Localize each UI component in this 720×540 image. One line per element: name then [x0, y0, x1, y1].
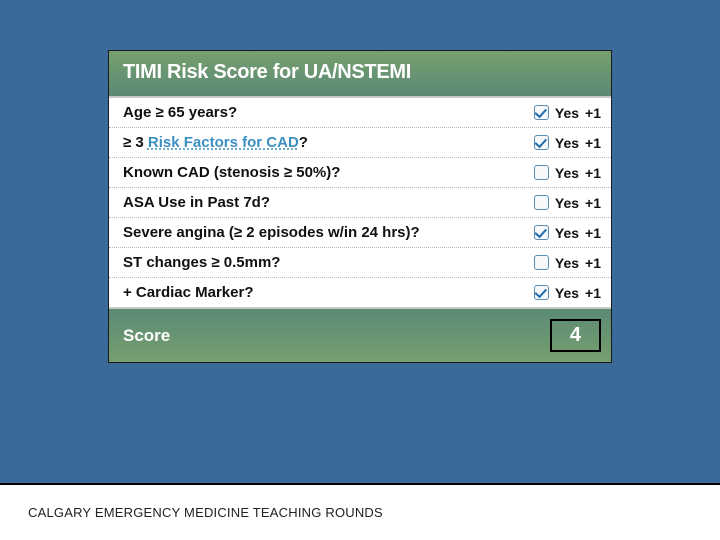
criteria-label-text: ST changes ≥ 0.5mm? — [123, 254, 280, 271]
score-label: Score — [123, 326, 170, 346]
criteria-row: ≥ 3 Risk Factors for CAD? Yes +1 — [109, 128, 611, 158]
criteria-row: Known CAD (stenosis ≥ 50%)? Yes +1 — [109, 158, 611, 188]
yes-label: Yes — [555, 225, 579, 241]
criteria-label: ST changes ≥ 0.5mm? — [123, 254, 280, 271]
criteria-row: + Cardiac Marker? Yes +1 — [109, 278, 611, 307]
criteria-link[interactable]: Risk Factors for CAD — [148, 134, 299, 151]
criteria-row: ASA Use in Past 7d? Yes +1 — [109, 188, 611, 218]
footer-text: CALGARY EMERGENCY MEDICINE TEACHING ROUN… — [28, 505, 383, 520]
points-label: +1 — [585, 255, 601, 271]
points-label: +1 — [585, 225, 601, 241]
criteria-checkbox[interactable] — [534, 105, 549, 120]
score-card: TIMI Risk Score for UA/NSTEMI Age ≥ 65 y… — [108, 50, 612, 363]
yes-label: Yes — [555, 285, 579, 301]
points-label: +1 — [585, 195, 601, 211]
criteria-row: Severe angina (≥ 2 episodes w/in 24 hrs)… — [109, 218, 611, 248]
yes-label: Yes — [555, 255, 579, 271]
criteria-checkbox[interactable] — [534, 225, 549, 240]
yes-label: Yes — [555, 165, 579, 181]
criteria-label: Age ≥ 65 years? — [123, 104, 237, 121]
criteria-label-text: + Cardiac Marker? — [123, 284, 253, 301]
points-label: +1 — [585, 105, 601, 121]
criteria-value: Yes +1 — [505, 135, 601, 151]
points-label: +1 — [585, 285, 601, 301]
criteria-checkbox[interactable] — [534, 285, 549, 300]
criteria-row: ST changes ≥ 0.5mm? Yes +1 — [109, 248, 611, 278]
criteria-value: Yes +1 — [505, 255, 601, 271]
criteria-label-text: Age ≥ 65 years? — [123, 104, 237, 121]
criteria-list: Age ≥ 65 years?Yes+1≥ 3 Risk Factors for… — [109, 98, 611, 307]
yes-label: Yes — [555, 135, 579, 151]
criteria-value: Yes +1 — [505, 105, 601, 121]
points-label: +1 — [585, 165, 601, 181]
slide-background: TIMI Risk Score for UA/NSTEMI Age ≥ 65 y… — [0, 0, 720, 483]
card-header: TIMI Risk Score for UA/NSTEMI — [109, 51, 611, 98]
criteria-label: + Cardiac Marker? — [123, 284, 253, 301]
criteria-label-text: ≥ 3 — [123, 134, 148, 151]
criteria-label: Known CAD (stenosis ≥ 50%)? — [123, 164, 340, 181]
criteria-checkbox[interactable] — [534, 165, 549, 180]
points-label: +1 — [585, 135, 601, 151]
criteria-row: Age ≥ 65 years? Yes +1 — [109, 98, 611, 128]
score-value-box: 4 — [550, 319, 601, 352]
criteria-checkbox[interactable] — [534, 255, 549, 270]
criteria-value: Yes +1 — [505, 195, 601, 211]
slide-footer: CALGARY EMERGENCY MEDICINE TEACHING ROUN… — [0, 483, 720, 540]
yes-label: Yes — [555, 105, 579, 121]
criteria-value: Yes +1 — [505, 165, 601, 181]
criteria-checkbox[interactable] — [534, 195, 549, 210]
criteria-label-text: Severe angina (≥ 2 episodes w/in 24 hrs)… — [123, 224, 420, 241]
criteria-label: ≥ 3 Risk Factors for CAD? — [123, 134, 308, 151]
criteria-label: Severe angina (≥ 2 episodes w/in 24 hrs)… — [123, 224, 420, 241]
criteria-checkbox[interactable] — [534, 135, 549, 150]
criteria-label: ASA Use in Past 7d? — [123, 194, 270, 211]
yes-label: Yes — [555, 195, 579, 211]
card-title: TIMI Risk Score for UA/NSTEMI — [123, 61, 597, 84]
criteria-label-text: ASA Use in Past 7d? — [123, 194, 270, 211]
criteria-label-suffix: ? — [299, 134, 308, 151]
criteria-value: Yes +1 — [505, 225, 601, 241]
score-row: Score 4 — [109, 307, 611, 362]
criteria-label-text: Known CAD (stenosis ≥ 50%)? — [123, 164, 340, 181]
criteria-value: Yes +1 — [505, 285, 601, 301]
